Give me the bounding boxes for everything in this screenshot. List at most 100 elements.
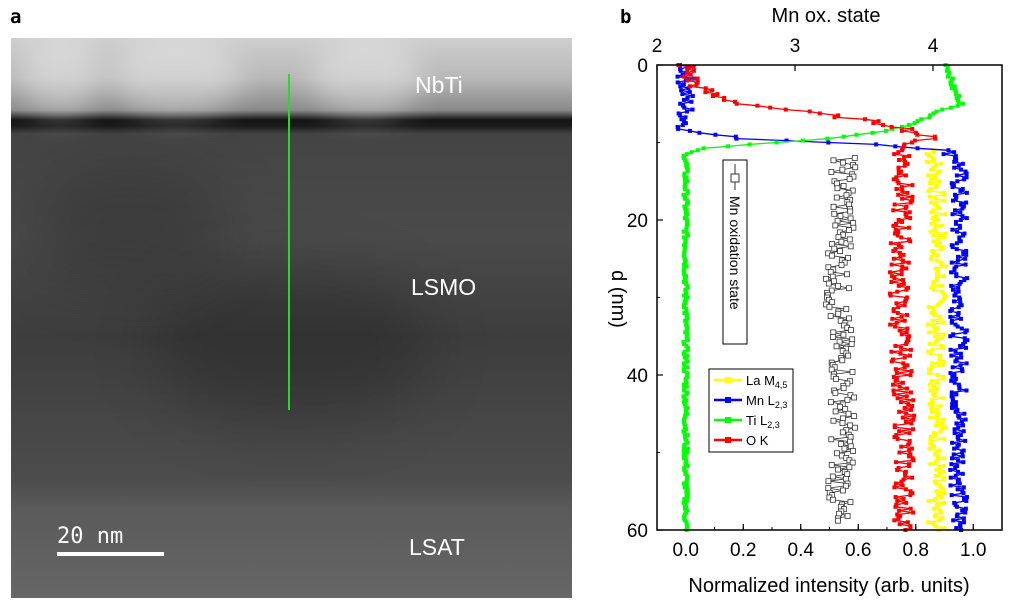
data-point xyxy=(888,293,893,298)
data-point xyxy=(949,378,954,383)
data-point xyxy=(828,436,835,443)
data-point xyxy=(898,254,903,259)
data-point xyxy=(935,252,940,257)
data-point xyxy=(685,450,690,455)
data-point xyxy=(953,409,958,414)
panel-b-letter: b xyxy=(620,6,632,28)
data-point xyxy=(961,342,966,346)
data-point xyxy=(943,231,948,236)
data-point xyxy=(905,326,910,331)
data-point xyxy=(929,200,934,205)
data-point xyxy=(964,388,969,393)
data-point xyxy=(849,368,856,375)
data-point xyxy=(954,247,959,252)
data-point xyxy=(961,516,966,521)
data-point xyxy=(891,208,896,213)
data-point xyxy=(950,440,955,445)
data-point xyxy=(953,349,958,354)
data-point xyxy=(846,464,853,471)
data-point xyxy=(928,388,933,393)
data-point xyxy=(951,452,956,457)
data-point xyxy=(684,392,689,397)
data-point xyxy=(935,454,940,459)
x-tick-label: 0.6 xyxy=(845,540,871,561)
data-point xyxy=(895,512,900,517)
data-point xyxy=(952,380,957,385)
data-point xyxy=(890,274,895,279)
data-point xyxy=(956,458,961,463)
data-point xyxy=(940,417,945,422)
data-point xyxy=(897,429,902,434)
data-point xyxy=(934,214,939,219)
plot-frame xyxy=(656,64,1003,531)
data-point xyxy=(854,132,859,137)
data-point xyxy=(959,303,964,308)
data-point xyxy=(847,215,854,222)
data-point xyxy=(946,148,951,153)
legend-subscript: 2,3 xyxy=(767,420,780,430)
data-point xyxy=(909,369,914,374)
data-point xyxy=(926,330,931,335)
data-point xyxy=(936,179,941,184)
data-point xyxy=(834,450,840,457)
data-point xyxy=(893,227,898,232)
data-point xyxy=(893,221,898,226)
data-point xyxy=(931,384,936,389)
data-point xyxy=(682,444,687,449)
data-point xyxy=(686,233,691,238)
data-point xyxy=(924,159,929,164)
data-point xyxy=(907,353,912,358)
data-point xyxy=(956,163,961,168)
data-point xyxy=(899,245,904,250)
data-point xyxy=(940,516,945,521)
data-point xyxy=(832,408,839,415)
data-point xyxy=(933,163,938,168)
data-point xyxy=(892,518,897,523)
data-point xyxy=(929,365,934,370)
data-point xyxy=(899,185,904,190)
data-point xyxy=(910,404,915,408)
data-point xyxy=(896,181,901,186)
data-point xyxy=(944,264,949,269)
data-point xyxy=(681,82,686,87)
data-point xyxy=(962,336,967,341)
data-point xyxy=(715,92,720,97)
data-point xyxy=(684,384,689,389)
data-point xyxy=(955,324,960,329)
data-point xyxy=(830,417,837,424)
data-point xyxy=(844,396,851,403)
data-point xyxy=(952,427,957,432)
data-point xyxy=(952,293,957,298)
data-point xyxy=(949,181,954,186)
data-point xyxy=(907,154,912,159)
data-point xyxy=(685,78,690,83)
data-point xyxy=(896,150,901,155)
data-point xyxy=(897,508,902,513)
data-point xyxy=(894,460,899,465)
data-point xyxy=(906,225,911,230)
data-point xyxy=(950,185,955,190)
data-point xyxy=(949,270,954,275)
data-point xyxy=(933,340,938,345)
data-point xyxy=(907,210,912,215)
data-point xyxy=(952,150,957,155)
data-point xyxy=(954,274,959,279)
data-point xyxy=(961,460,966,465)
data-point xyxy=(963,506,968,511)
data-point xyxy=(956,254,961,259)
data-point xyxy=(960,206,965,211)
data-point xyxy=(846,176,853,182)
data-point xyxy=(956,285,961,290)
data-point xyxy=(950,365,955,370)
data-point xyxy=(963,330,968,335)
data-point xyxy=(934,407,939,412)
data-point xyxy=(933,175,938,180)
data-point xyxy=(940,336,945,341)
data-point xyxy=(685,66,690,71)
data-point xyxy=(954,421,959,426)
data-point xyxy=(833,343,840,350)
data-point xyxy=(834,185,841,192)
data-point xyxy=(909,421,914,426)
data-point xyxy=(901,281,906,286)
data-point xyxy=(907,454,912,459)
